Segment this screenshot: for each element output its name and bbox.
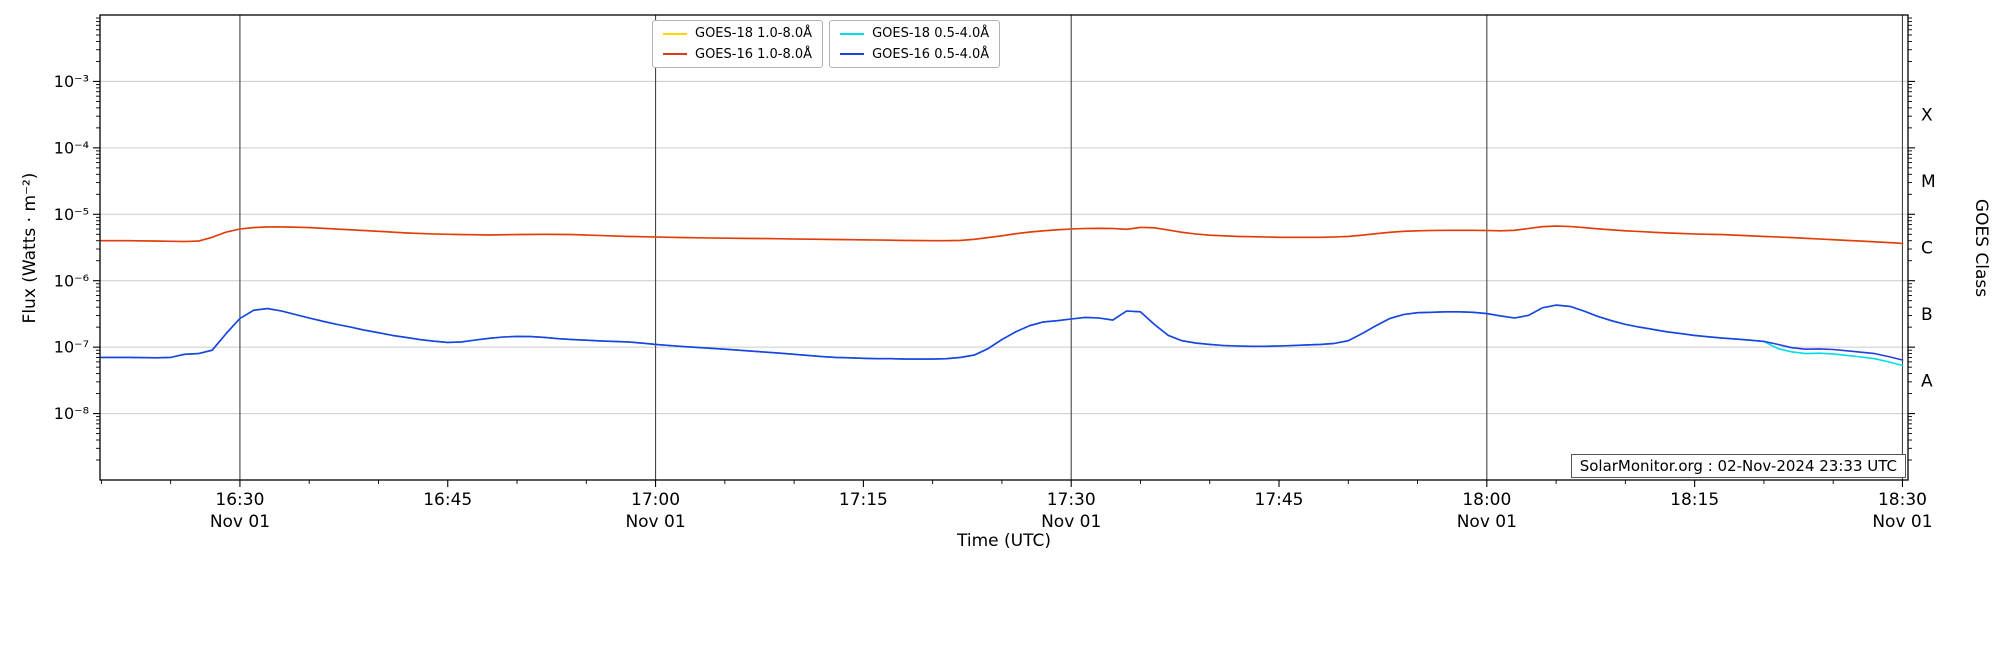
y-tick-label: 10⁻³ bbox=[54, 72, 89, 91]
x-tick-label: 18:00 bbox=[1462, 490, 1511, 510]
goes-class-label: M bbox=[1921, 172, 1936, 192]
legend-entry: GOES-16 1.0-8.0Å bbox=[663, 47, 812, 63]
legend-box-long-channel: GOES-18 1.0-8.0Å GOES-16 1.0-8.0Å bbox=[652, 20, 824, 69]
legend-label-goes18-short: GOES-18 0.5-4.0Å bbox=[872, 26, 990, 41]
x-tick-label: 18:15 bbox=[1670, 490, 1719, 510]
x-tick-date-label: Nov 01 bbox=[210, 512, 270, 532]
legend-swatch-goes16-short-icon bbox=[840, 53, 865, 56]
y-tick-label: 10⁻⁴ bbox=[54, 138, 89, 157]
legend-swatch-goes18-short-icon bbox=[840, 32, 865, 35]
x-axis-title: Time (UTC) bbox=[957, 531, 1051, 551]
legend-entry: GOES-16 0.5-4.0Å bbox=[840, 47, 989, 63]
y-tick-label: 10⁻⁵ bbox=[54, 205, 89, 224]
legend-swatch-goes16-long-icon bbox=[663, 53, 687, 56]
x-tick-date-label: Nov 01 bbox=[1041, 512, 1101, 532]
x-tick-date-label: Nov 01 bbox=[625, 512, 685, 532]
series-goes18-short-line bbox=[100, 304, 1904, 367]
legend-entry: GOES-18 1.0-8.0Å bbox=[663, 26, 812, 42]
series-lines bbox=[100, 225, 1904, 367]
watermark: SolarMonitor.org : 02-Nov-2024 23:33 UTC bbox=[1570, 454, 1906, 478]
right-axis-title: GOES Class bbox=[1971, 198, 1991, 298]
legend-label-goes16-long: GOES-16 1.0-8.0Å bbox=[695, 46, 813, 62]
legend-label-goes16-short: GOES-16 0.5-4.0Å bbox=[872, 46, 990, 62]
y-tick-label: 10⁻⁸ bbox=[54, 404, 89, 423]
x-tick-label: 18:30 bbox=[1878, 490, 1927, 510]
series-goes16-long-line bbox=[100, 225, 1904, 245]
legend-label-goes18-long: GOES-18 1.0-8.0Å bbox=[695, 26, 813, 41]
legend-swatch-goes18-long-icon bbox=[663, 32, 687, 35]
goes-class-label: C bbox=[1921, 238, 1933, 258]
x-tick-label: 16:30 bbox=[215, 490, 264, 510]
x-tick-label: 16:45 bbox=[423, 490, 472, 510]
legend-box-short-channel: GOES-18 0.5-4.0Å GOES-16 0.5-4.0Å bbox=[829, 20, 1001, 69]
y-axis-title: Flux (Watts · m⁻²) bbox=[20, 172, 40, 324]
x-tick-label: 17:00 bbox=[631, 490, 680, 510]
series-goes16-short-line bbox=[100, 304, 1904, 361]
x-tick-label: 17:15 bbox=[839, 490, 888, 510]
y-tick-label: 10⁻⁶ bbox=[54, 271, 89, 290]
series-goes18-long-line bbox=[100, 225, 1904, 245]
legend-entry: GOES-18 0.5-4.0Å bbox=[840, 26, 989, 42]
x-tick-date-label: Nov 01 bbox=[1457, 512, 1517, 532]
gridlines bbox=[100, 15, 1908, 480]
plot-border bbox=[99, 14, 1909, 481]
x-tick-label: 17:30 bbox=[1047, 490, 1096, 510]
x-tick-date-label: Nov 01 bbox=[1872, 512, 1932, 532]
goes-class-label: B bbox=[1921, 305, 1933, 325]
legend: GOES-18 1.0-8.0Å GOES-16 1.0-8.0Å GOES-1… bbox=[652, 20, 1001, 69]
x-tick-label: 17:45 bbox=[1255, 490, 1304, 510]
y-tick-label: 10⁻⁷ bbox=[54, 338, 89, 357]
goes-class-label: X bbox=[1921, 106, 1933, 126]
goes-class-label: A bbox=[1921, 371, 1933, 391]
